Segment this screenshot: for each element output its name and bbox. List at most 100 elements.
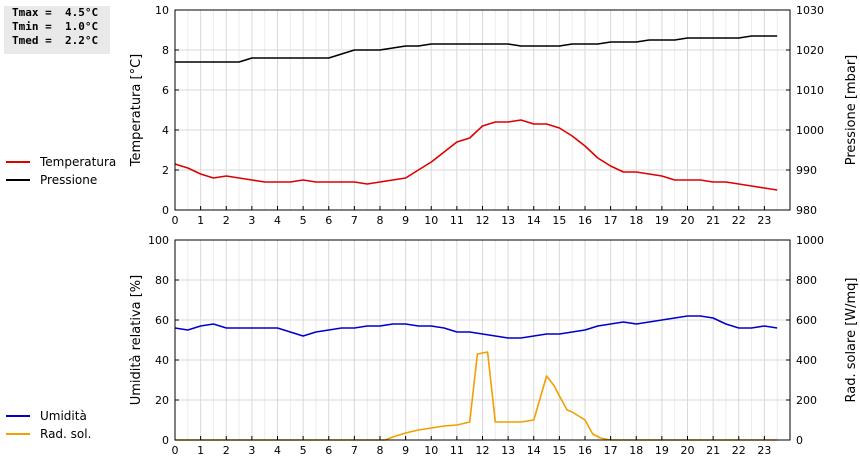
x-tick-label: 7 [351,214,358,227]
y-tick-label: 2 [162,164,169,177]
x-tick-label: 9 [402,214,409,227]
y-axis-label: Temperatura [°C] [129,54,144,167]
y2-tick-label: 1000 [796,234,824,247]
y2-tick-label: 800 [796,274,817,287]
y-tick-label: 80 [155,274,169,287]
y2-tick-label: 0 [796,434,803,447]
legend-item-temperatura: Temperatura [6,153,116,171]
x-tick-label: 10 [424,214,438,227]
y2-tick-label: 600 [796,314,817,327]
stats-box: Tmax = 4.5°C Tmin = 1.0°C Tmed = 2.2°C [4,6,110,54]
x-tick-label: 12 [476,214,490,227]
x-tick-label: 0 [172,444,179,457]
y-tick-label: 60 [155,314,169,327]
y-axis-label: Umidità relativa [%] [129,275,144,405]
x-tick-label: 6 [325,444,332,457]
x-tick-label: 4 [274,444,281,457]
x-tick-label: 3 [248,444,255,457]
x-tick-label: 7 [351,444,358,457]
x-tick-label: 17 [604,214,618,227]
x-tick-label: 6 [325,214,332,227]
series-line-umidit- [174,315,778,339]
x-tick-label: 18 [629,444,643,457]
y2-axis-label: Pressione [mbar] [844,55,859,166]
stat-tmin: Tmin = 1.0°C [12,20,99,33]
y-tick-label: 100 [148,234,169,247]
x-tick-label: 11 [450,444,464,457]
x-tick-label: 4 [274,214,281,227]
legend-bottom: Umidità Rad. sol. [6,407,91,443]
legend-swatch [6,415,30,417]
x-tick-label: 2 [223,214,230,227]
legend-label: Temperatura [40,155,117,169]
x-tick-label: 23 [757,214,771,227]
legend-label: Pressione [40,173,98,187]
legend-item-rad-sol: Rad. sol. [6,425,91,443]
x-tick-label: 12 [476,444,490,457]
y2-tick-label: 200 [796,394,817,407]
x-tick-label: 2 [223,444,230,457]
x-tick-label: 5 [300,444,307,457]
x-tick-label: 14 [527,444,541,457]
y-tick-label: 40 [155,354,169,367]
x-tick-label: 21 [706,444,720,457]
legend-label: Rad. sol. [40,427,92,441]
y-tick-label: 6 [162,84,169,97]
x-tick-label: 22 [732,214,746,227]
x-tick-label: 19 [655,444,669,457]
x-tick-label: 20 [681,444,695,457]
y2-tick-label: 1000 [796,124,824,137]
x-tick-label: 14 [527,214,541,227]
y2-tick-label: 980 [796,204,817,217]
y2-tick-label: 1030 [796,4,824,17]
y2-tick-label: 990 [796,164,817,177]
x-tick-label: 16 [578,214,592,227]
x-tick-label: 5 [300,214,307,227]
y2-axis-label: Rad. solare [W/mq] [844,277,859,402]
chart-1: 0 1 2 3 4 5 6 7 8 9 10 11 12 13 14 15 16 17 18 19 20 21 22 2302… [129,4,859,227]
y-tick-label: 0 [162,434,169,447]
legend-top: Temperatura Pressione [6,153,116,189]
x-tick-label: 1 [197,214,204,227]
x-tick-label: 19 [655,214,669,227]
series-line-pressione [175,35,778,63]
x-tick-label: 13 [501,214,515,227]
y-tick-label: 10 [155,4,169,17]
y2-tick-label: 1020 [796,44,824,57]
x-tick-label: 16 [578,444,592,457]
series-line-temperatura [174,119,778,191]
x-tick-label: 8 [377,214,384,227]
x-tick-label: 18 [629,214,643,227]
series-line-rad-sol- [175,351,778,441]
y-tick-label: 4 [162,124,169,137]
legend-label: Umidità [40,409,87,423]
y-tick-label: 20 [155,394,169,407]
y-tick-label: 0 [162,204,169,217]
x-tick-label: 20 [681,214,695,227]
y2-tick-label: 1010 [796,84,824,97]
x-tick-label: 15 [552,444,566,457]
x-tick-label: 21 [706,214,720,227]
x-tick-label: 13 [501,444,515,457]
x-tick-label: 8 [377,444,384,457]
x-tick-label: 11 [450,214,464,227]
x-tick-label: 10 [424,444,438,457]
x-tick-label: 15 [552,214,566,227]
legend-item-umidita: Umidità [6,407,91,425]
y2-tick-label: 400 [796,354,817,367]
x-tick-label: 17 [604,444,618,457]
legend-swatch [6,179,30,181]
x-tick-label: 9 [402,444,409,457]
legend-swatch [6,433,30,435]
stat-tmax: Tmax = 4.5°C [12,6,99,19]
legend-swatch [6,161,30,163]
stat-tmed: Tmed = 2.2°C [12,34,99,47]
y-tick-label: 8 [162,44,169,57]
x-tick-label: 0 [172,214,179,227]
x-tick-label: 1 [197,444,204,457]
chart-2: 0 1 2 3 4 5 6 7 8 9 10 11 12 13 14 15 16 17 18 19 20 21 22 2302… [129,234,859,457]
legend-item-pressione: Pressione [6,171,116,189]
x-tick-label: 22 [732,444,746,457]
x-tick-label: 3 [248,214,255,227]
